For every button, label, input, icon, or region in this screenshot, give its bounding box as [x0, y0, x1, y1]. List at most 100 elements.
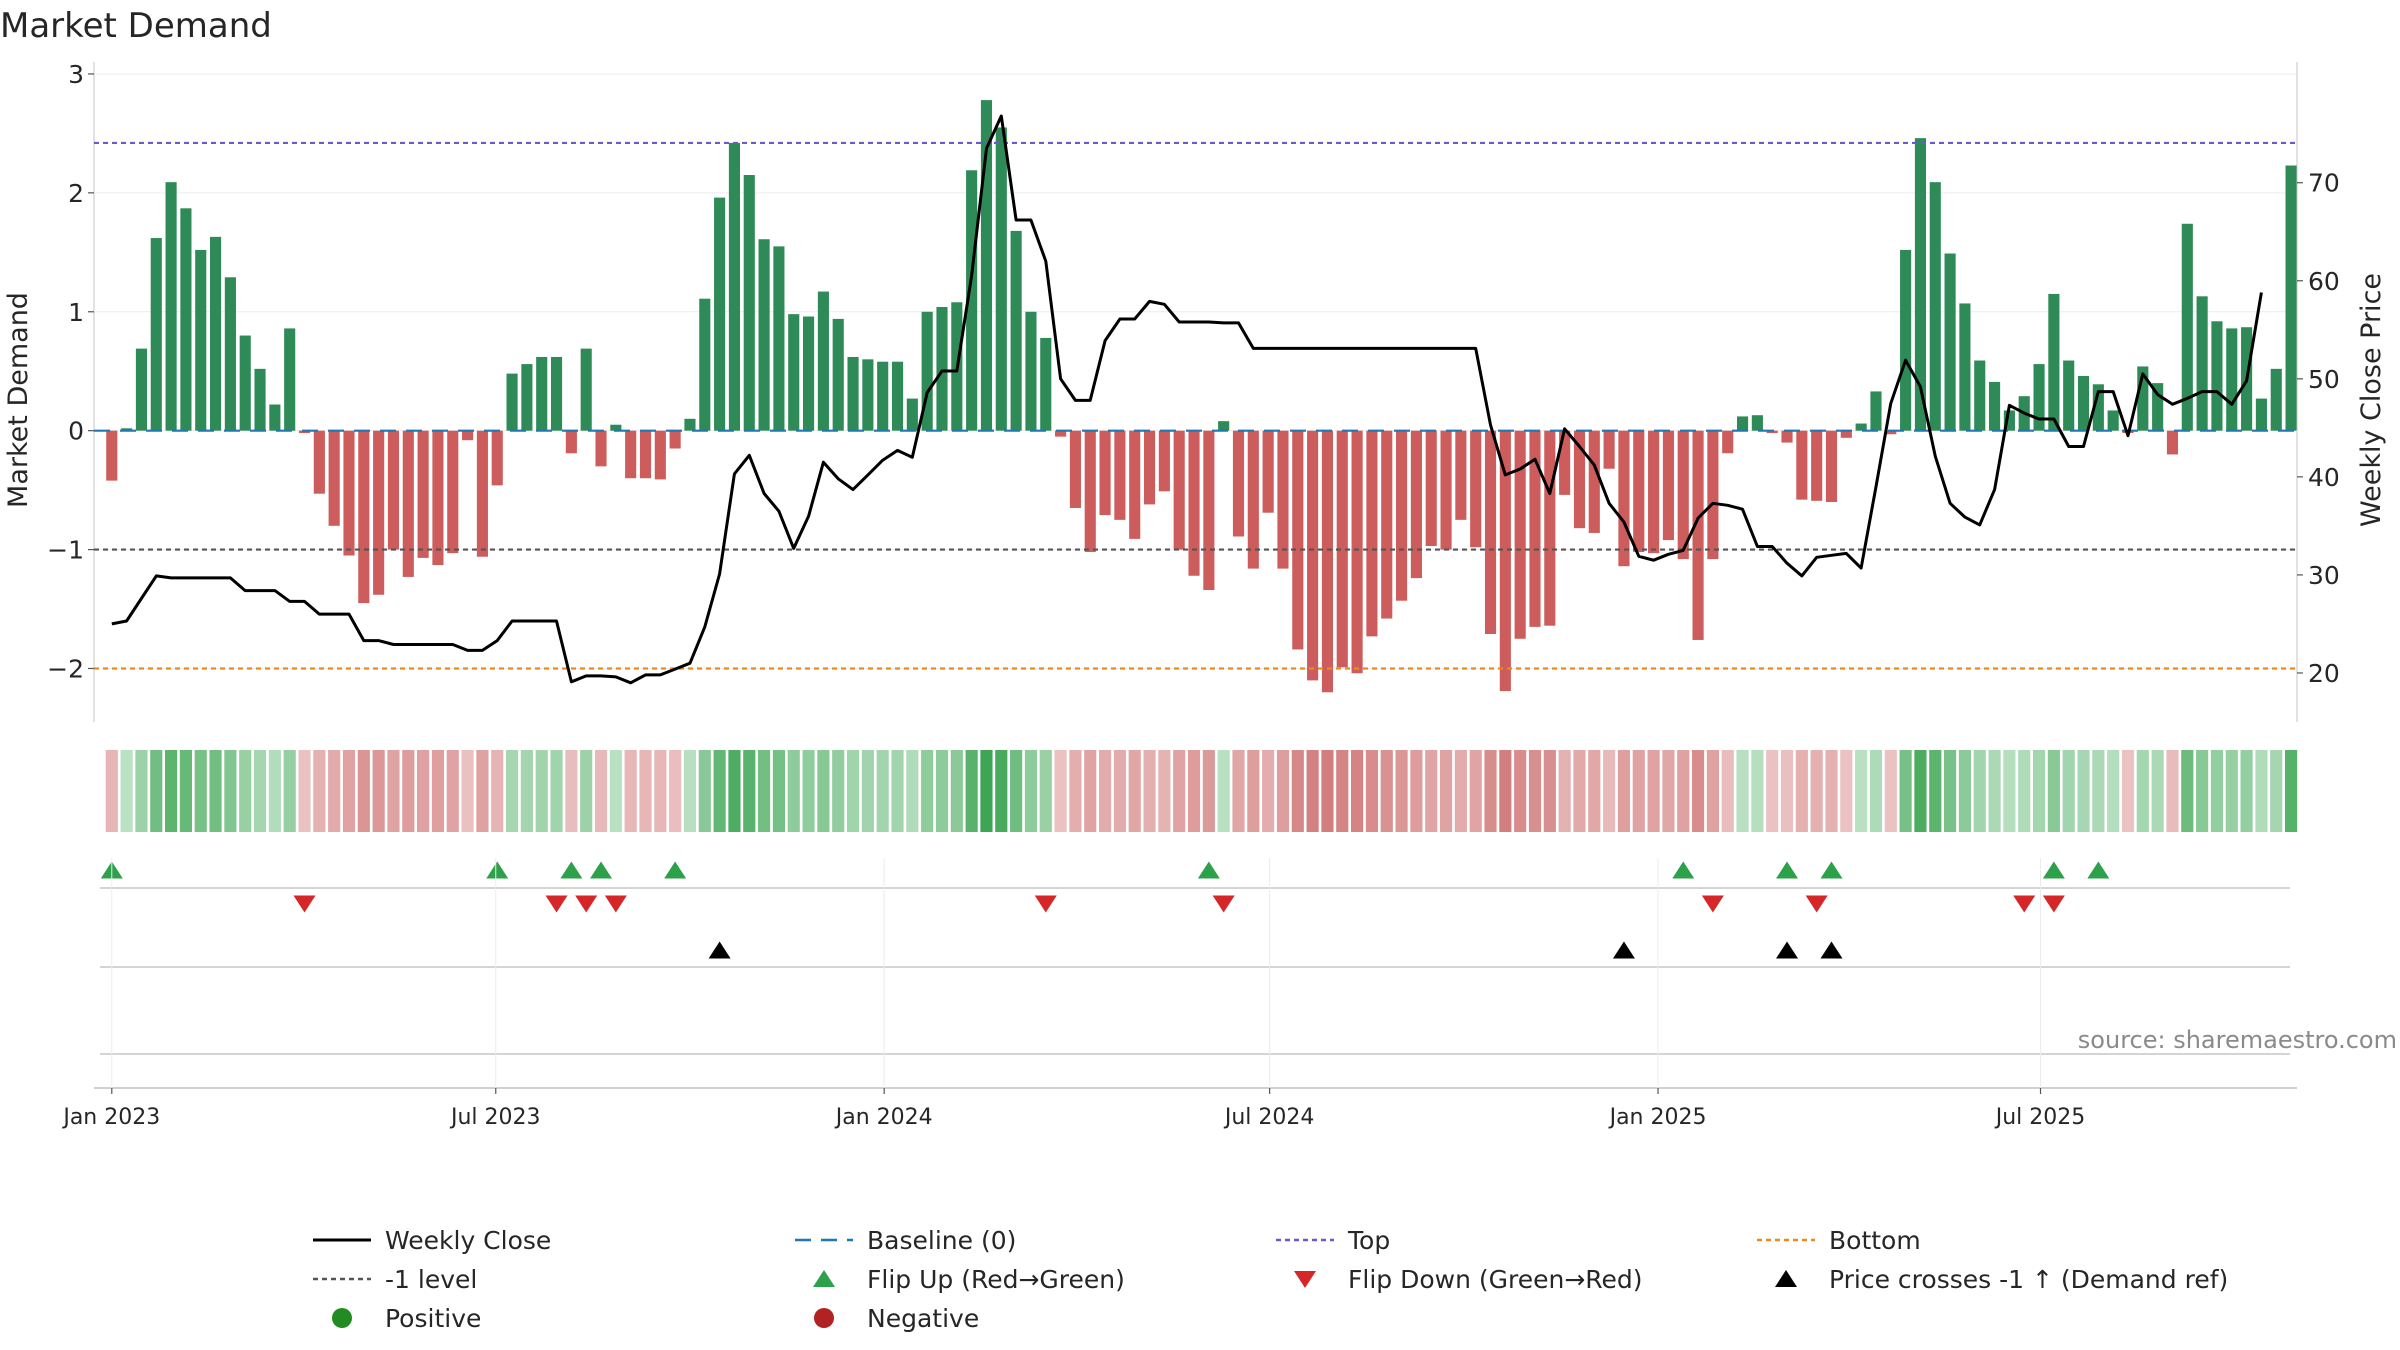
demand-bar [2181, 223, 2193, 431]
flip-down-marker [2042, 895, 2065, 913]
y-tick-label: 3 [68, 60, 84, 89]
strip-cell [1395, 750, 1408, 832]
strip-cell [431, 750, 445, 832]
strip-cell [1944, 750, 1957, 832]
demand-bar [387, 430, 400, 550]
demand-bar [966, 170, 978, 431]
strip-cell [417, 750, 430, 832]
strip-cell [1232, 750, 1245, 832]
strip-cell [1766, 750, 1779, 832]
x-tick-label: Jan 2024 [834, 1105, 933, 1130]
flip-down-marker [293, 895, 316, 913]
demand-bar [980, 100, 993, 431]
y-tick-label: 2 [68, 179, 84, 208]
demand-bar [1796, 430, 1808, 500]
demand-bar [1766, 430, 1778, 434]
strip-cell [402, 750, 415, 832]
y2-tick-label: 70 [2308, 169, 2340, 198]
demand-bar [1069, 430, 1081, 508]
strip-cell [1217, 750, 1230, 832]
demand-bar [2152, 383, 2164, 431]
y2-tick-label: 30 [2308, 561, 2340, 590]
legend-item: Baseline (0) [795, 1226, 1016, 1255]
strip-cell [802, 750, 815, 832]
strip-cell [1795, 750, 1808, 832]
demand-bar [2137, 366, 2149, 431]
strip-cell [1810, 750, 1823, 832]
demand-bar [195, 249, 207, 431]
strip-cell [179, 750, 192, 832]
strip-cell [2062, 750, 2075, 832]
demand-bar [180, 208, 192, 431]
strip-cell [1662, 750, 1675, 832]
strip-cell [1010, 750, 1023, 832]
strip-cell [1514, 750, 1527, 832]
demand-bar [995, 127, 1007, 431]
demand-bar [625, 430, 637, 479]
demand-bar [1470, 430, 1482, 548]
demand-bar [669, 430, 681, 449]
demand-bar [1707, 430, 1719, 560]
strip-cell [787, 750, 800, 832]
strip-cell [253, 750, 267, 832]
strip-cell [2047, 750, 2060, 832]
strip-cell [1454, 750, 1467, 832]
demand-bar [1544, 430, 1556, 626]
demand-bar [773, 246, 785, 431]
demand-bar [1825, 430, 1838, 503]
strip-cell [1736, 750, 1749, 832]
demand-bar [1099, 430, 1111, 516]
demand-bar [1262, 430, 1274, 513]
strip-cell [1365, 750, 1378, 832]
demand-bar [298, 430, 311, 434]
flip-down-marker [1034, 895, 1057, 913]
demand-bar [1055, 430, 1067, 437]
flip-down-marker [2013, 895, 2036, 913]
demand-bar [654, 430, 666, 480]
strip-cell [313, 750, 326, 832]
demand-bar [1396, 430, 1408, 601]
flip-down-marker [1805, 895, 1828, 913]
demand-bar [1989, 381, 2001, 431]
strip-cell [1899, 750, 1912, 832]
strip-cell [1321, 750, 1334, 832]
legend-swatch [332, 1308, 352, 1328]
strip-cell [1958, 750, 1971, 832]
strip-cell [1603, 750, 1616, 832]
y2-tick-label: 40 [2308, 463, 2340, 492]
flip-up-marker [486, 861, 509, 879]
strip-cell [2032, 750, 2046, 832]
legend-swatch [814, 1308, 834, 1328]
demand-bar [847, 356, 859, 431]
strip-cell [2284, 750, 2298, 832]
demand-bar [1440, 430, 1452, 550]
strip-cell [580, 750, 593, 832]
demand-bar [269, 404, 281, 431]
demand-bar [788, 314, 800, 431]
chart-title: Market Demand [0, 6, 272, 46]
strip-cell [165, 750, 178, 832]
strip-cell [105, 750, 118, 832]
demand-bar [1158, 430, 1170, 492]
demand-bar [536, 356, 548, 431]
demand-bar [1173, 430, 1185, 550]
strip-cell [194, 750, 207, 832]
demand-bar [610, 424, 622, 431]
strip-cell [357, 750, 370, 832]
demand-bar [1499, 430, 1511, 692]
demand-bar [580, 348, 592, 431]
strip-cell [624, 750, 637, 832]
demand-bar [1410, 430, 1422, 579]
y-tick-label: −1 [47, 536, 84, 565]
demand-bar [1425, 430, 1437, 547]
demand-bar [358, 430, 370, 604]
demand-bar [1247, 430, 1259, 569]
demand-bar [550, 356, 563, 431]
strip-cell [1380, 750, 1393, 832]
strip-cell [935, 750, 949, 832]
flip-down-marker [575, 895, 598, 913]
demand-bar [2226, 328, 2238, 431]
strip-cell [683, 750, 697, 832]
demand-bar [2196, 296, 2208, 431]
